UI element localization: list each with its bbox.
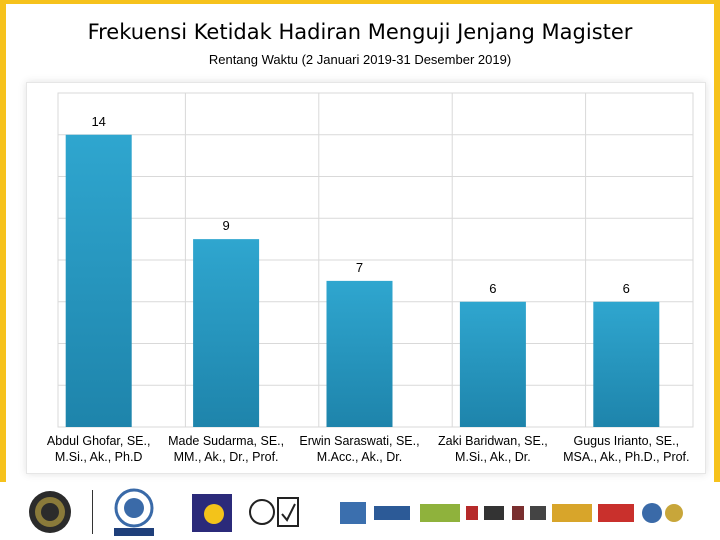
bar bbox=[193, 239, 260, 427]
certification-logo-icon bbox=[249, 497, 299, 527]
footer-divider bbox=[92, 490, 93, 534]
x-tick-label: Abdul Ghofar, SE., bbox=[47, 434, 151, 448]
data-label: 9 bbox=[222, 218, 229, 233]
x-tick-label: Made Sudarma, SE., bbox=[168, 434, 284, 448]
data-label: 14 bbox=[91, 114, 105, 129]
x-tick-label: M.Si., Ak., Ph.D bbox=[55, 450, 143, 464]
bar bbox=[326, 280, 393, 427]
data-label: 7 bbox=[356, 260, 363, 275]
bar bbox=[593, 301, 660, 427]
bar bbox=[459, 301, 526, 427]
data-label: 6 bbox=[489, 281, 496, 296]
university-seal-icon bbox=[29, 491, 71, 533]
footer-logo-strip bbox=[0, 482, 720, 540]
abest21-logo-icon bbox=[114, 488, 154, 536]
chart-title: Frekuensi Ketidak Hadiran Menguji Jenjan… bbox=[87, 20, 633, 44]
x-tick-label: Erwin Saraswati, SE., bbox=[299, 434, 419, 448]
x-tick-label: M.Si., Ak., Dr. bbox=[455, 450, 531, 464]
x-tick-label: Zaki Baridwan, SE., bbox=[438, 434, 548, 448]
data-label: 6 bbox=[623, 281, 630, 296]
x-tick-label: MM., Ak., Dr., Prof. bbox=[174, 450, 279, 464]
ub-logo-icon bbox=[192, 494, 232, 532]
x-tick-label: Gugus Irianto, SE., bbox=[573, 434, 679, 448]
member-partner-logos-icon bbox=[340, 502, 683, 524]
bar-chart: 14 Abdul Ghofar, SE., M.Si., Ak., Ph.D 9 Mad… bbox=[47, 92, 694, 464]
bar bbox=[65, 134, 132, 427]
x-tick-label: M.Acc., Ak., Dr. bbox=[317, 450, 402, 464]
chart-subtitle: Rentang Waktu (2 Januari 2019-31 Desembe… bbox=[208, 52, 512, 67]
x-tick-label: MSA., Ak., Ph.D., Prof. bbox=[563, 450, 689, 464]
